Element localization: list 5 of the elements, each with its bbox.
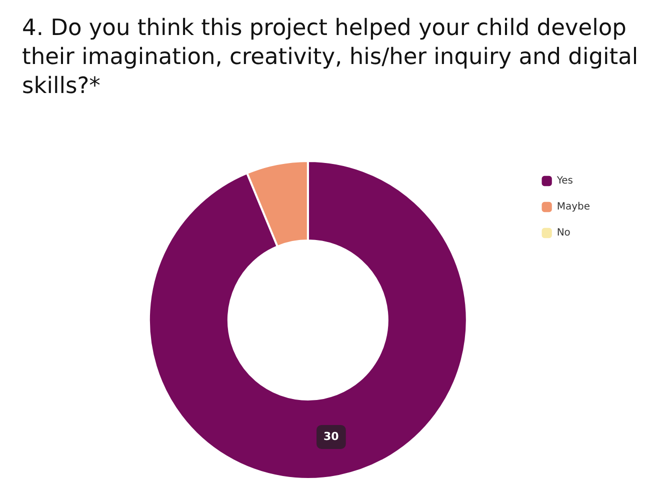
data-label: 30 [324,430,340,443]
legend-label: Yes [556,176,573,187]
legend-label: No [556,228,570,239]
legend-label: Maybe [556,202,590,213]
chart-title: 4. Do you think this project helped your child develop their imagination, creativity, his/her inquiry and digital skills?* [22,14,640,101]
